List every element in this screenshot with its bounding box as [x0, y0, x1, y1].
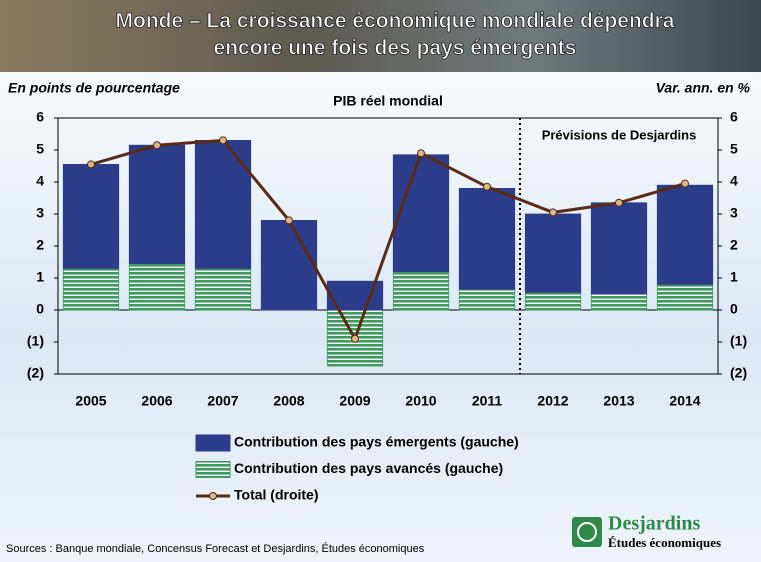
bar: [525, 292, 580, 310]
line-marker: [154, 142, 161, 149]
bar: [393, 155, 448, 272]
bar: [591, 294, 646, 310]
x-tick-label: 2006: [141, 393, 172, 409]
y2-tick-label: 2: [730, 237, 738, 253]
y-tick-label: (2): [27, 365, 44, 381]
logo-icon: [572, 517, 602, 547]
title-line: encore une fois des pays émergents: [214, 37, 577, 60]
y2-tick-label: 3: [730, 205, 738, 221]
line-marker: [352, 335, 359, 342]
chart-title: PIB réel mondial: [333, 93, 443, 109]
y-tick-label: 1: [36, 269, 44, 285]
line-marker: [484, 183, 491, 190]
y2-tick-label: (2): [730, 365, 747, 381]
legend-swatch: [196, 435, 230, 451]
bar: [129, 264, 184, 310]
x-tick-label: 2008: [273, 393, 304, 409]
line-marker: [286, 217, 293, 224]
y-axis-label: En points de pourcentage: [8, 80, 180, 96]
annotation: Prévisions de Desjardins: [542, 127, 697, 142]
y2-tick-label: 6: [730, 109, 738, 125]
y-tick-label: 3: [36, 205, 44, 221]
y2-tick-label: 1: [730, 269, 738, 285]
y2-tick-label: 0: [730, 301, 738, 317]
legend-swatch-marker: [210, 493, 217, 500]
y-tick-label: 6: [36, 109, 44, 125]
line-marker: [616, 199, 623, 206]
bar: [525, 214, 580, 292]
legend-swatch: [196, 462, 230, 478]
x-tick-label: 2009: [339, 393, 370, 409]
legend-label: Contribution des pays avancés (gauche): [234, 460, 503, 476]
y2-tick-label: 5: [730, 141, 738, 157]
legend-label: Contribution des pays émergents (gauche): [234, 434, 519, 450]
y-tick-label: (1): [27, 333, 44, 349]
source-note: Sources : Banque mondiale, Concensus For…: [6, 542, 425, 555]
y2-tick-label: (1): [730, 333, 747, 349]
legend-label: Total (droite): [234, 487, 319, 503]
x-tick-label: 2005: [75, 393, 106, 409]
y-tick-label: 5: [36, 141, 44, 157]
x-tick-label: 2011: [472, 393, 503, 409]
x-tick-label: 2014: [669, 393, 700, 409]
bar: [195, 268, 250, 310]
logo-name: Desjardins: [608, 513, 700, 535]
bar: [63, 164, 118, 268]
x-tick-label: 2007: [207, 393, 238, 409]
bar: [459, 188, 514, 289]
line-marker: [220, 137, 227, 144]
line-marker: [418, 150, 425, 157]
x-tick-label: 2013: [603, 393, 634, 409]
bar: [63, 268, 118, 310]
bar: [393, 272, 448, 310]
bar: [657, 185, 712, 284]
slide: Monde – La croissance économique mondial…: [0, 0, 761, 562]
title-line: Monde – La croissance économique mondial…: [116, 10, 675, 33]
y-tick-label: 2: [36, 237, 44, 253]
bar: [657, 284, 712, 310]
x-tick-label: 2010: [405, 393, 436, 409]
bar: [129, 145, 184, 263]
y2-tick-label: 4: [730, 173, 738, 189]
logo-subtitle: Études économiques: [608, 535, 721, 550]
bar: [261, 220, 316, 310]
bar: [459, 289, 514, 310]
line-marker: [88, 161, 95, 168]
line-marker: [550, 209, 557, 216]
y-tick-label: 4: [36, 173, 44, 189]
bar: [195, 140, 250, 268]
x-tick-label: 2012: [537, 393, 568, 409]
bar: [591, 203, 646, 294]
y-tick-label: 0: [36, 301, 44, 317]
line-marker: [682, 180, 689, 187]
y2-axis-label: Var. ann. en %: [656, 80, 751, 96]
